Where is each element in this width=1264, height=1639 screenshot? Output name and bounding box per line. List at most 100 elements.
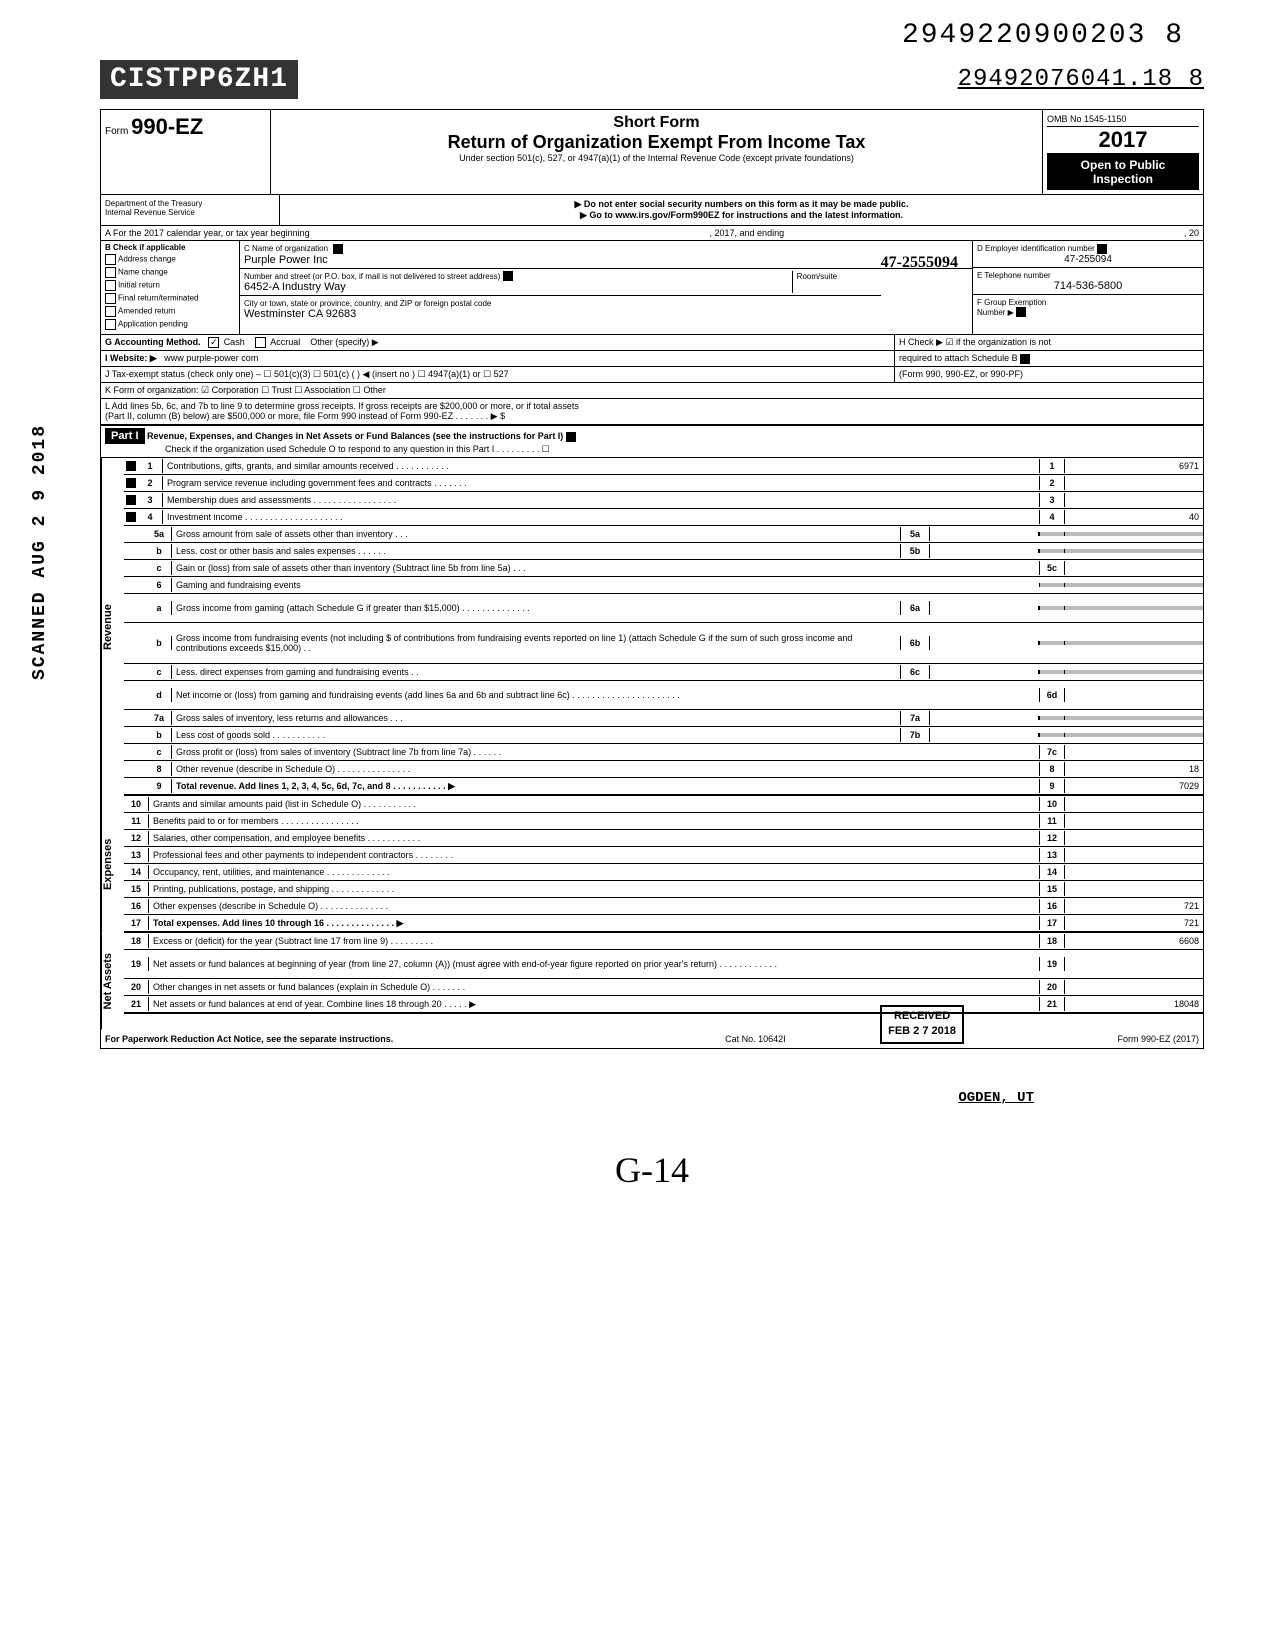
footer: For Paperwork Reduction Act Notice, see … (101, 1030, 1203, 1048)
hand-ein: 47-2555094 (881, 254, 958, 272)
g6c (1039, 670, 1065, 674)
row-a-right: , 20 (1184, 228, 1199, 238)
dept-cell: Department of the Treasury Internal Reve… (101, 195, 280, 225)
a5c (1065, 566, 1203, 570)
d5a: Gross amount from sale of assets other t… (172, 527, 900, 541)
n15: 15 (124, 882, 149, 896)
line-6c: c Less. direct expenses from gaming and … (124, 664, 1203, 681)
row-l: L Add lines 5b, 6c, and 7b to line 9 to … (101, 399, 1203, 426)
help-icon (126, 495, 136, 505)
group-row: F Group Exemption Number ▶ (973, 295, 1203, 320)
n10: 10 (124, 797, 149, 811)
irs-label: Internal Revenue Service (105, 208, 275, 217)
header-right-cell: OMB No 1545-1150 2017 Open to Public Ins… (1043, 110, 1203, 194)
d7c: Gross profit or (loss) from sales of inv… (172, 745, 1039, 759)
line-2: 2 Program service revenue including gove… (124, 475, 1203, 492)
a3 (1065, 498, 1203, 502)
r6d: 6d (1039, 688, 1065, 702)
a20 (1065, 985, 1203, 989)
chk-accrual[interactable] (255, 337, 266, 348)
n6c: c (147, 665, 172, 679)
chk-address[interactable] (105, 254, 116, 265)
help-icon (1097, 244, 1107, 254)
r2: 2 (1039, 476, 1065, 490)
n1: 1 (138, 459, 163, 473)
row-k: K Form of organization: ☑ Corporation ☐ … (101, 383, 1203, 399)
side-netassets: Net Assets (101, 933, 124, 1029)
scanned-stamp: SCANNED AUG 2 9 2018 (30, 424, 50, 680)
line-18: 18 Excess or (deficit) for the year (Sub… (124, 933, 1203, 950)
help-icon (566, 432, 576, 442)
netassets-section: Net Assets 18 Excess or (deficit) for th… (101, 933, 1203, 1029)
tax-year: 2017 (1047, 127, 1199, 154)
a21: 18048 (1065, 997, 1203, 1011)
block-bcdef: B Check if applicable Address change Nam… (101, 241, 1203, 335)
a14 (1065, 870, 1203, 874)
form-prefix: Form (105, 126, 128, 137)
help-icon (126, 461, 136, 471)
d6d: Net income or (loss) from gaming and fun… (172, 688, 1039, 702)
a9: 7029 (1065, 779, 1203, 793)
org-name-row: C Name of organization Purple Power Inc … (240, 241, 972, 269)
g5b (1039, 549, 1065, 553)
b-item-1: Name change (118, 268, 168, 277)
phone-row: E Telephone number 714-536-5800 (973, 268, 1203, 295)
r5c: 5c (1039, 561, 1065, 575)
help-icon (126, 512, 136, 522)
n12: 12 (124, 831, 149, 845)
b-item-5: Application pending (118, 320, 188, 329)
line-1: 1 Contributions, gifts, grants, and simi… (124, 458, 1203, 475)
s7b: 7b (900, 728, 930, 742)
ga6b (1065, 641, 1203, 645)
r18: 18 (1039, 934, 1065, 948)
a17: 721 (1065, 916, 1203, 930)
r19: 19 (1039, 957, 1065, 971)
chk-pending[interactable] (105, 319, 116, 330)
d10: Grants and similar amounts paid (list in… (149, 797, 1039, 811)
n19: 19 (124, 957, 149, 971)
d3: Membership dues and assessments . . . . … (163, 493, 1039, 507)
b-item-4: Amended return (118, 307, 175, 316)
ein-value: 47-255094 (977, 254, 1199, 265)
footer-left: For Paperwork Reduction Act Notice, see … (105, 1034, 393, 1044)
inspection-label: Inspection (1049, 172, 1197, 186)
d6: Gaming and fundraising events (172, 578, 1039, 592)
chk-initial[interactable] (105, 280, 116, 291)
chk-cash[interactable] (208, 337, 219, 348)
n7a: 7a (147, 711, 172, 725)
chk-name[interactable] (105, 267, 116, 278)
header-instructions: ▶ Do not enter social security numbers o… (280, 195, 1203, 225)
form-page: 2949220900203 8 CISTPP6ZH1 29492076041.1… (0, 0, 1264, 1639)
a13 (1065, 853, 1203, 857)
row-a-mid: , 2017, and ending (710, 228, 785, 238)
s5b: 5b (900, 544, 930, 558)
sv6a (930, 606, 1039, 610)
form-number-cell: Form 990-EZ (101, 110, 271, 194)
row-g: G Accounting Method. Cash Accrual Other … (101, 335, 1203, 351)
g14-handwriting: G-14 (100, 1149, 1204, 1191)
line-8: 8 Other revenue (describe in Schedule O)… (124, 761, 1203, 778)
received-stamp: RECEIVED FEB 2 7 2018 (880, 1005, 964, 1044)
stamp-block: CISTPP6ZH1 29492076041.18 8 (100, 60, 1204, 99)
line-21: 21 Net assets or fund balances at end of… (124, 996, 1203, 1014)
n7b: b (147, 728, 172, 742)
ga5b (1065, 549, 1203, 553)
chk-amended[interactable] (105, 306, 116, 317)
n18: 18 (124, 934, 149, 948)
n13: 13 (124, 848, 149, 862)
r15: 15 (1039, 882, 1065, 896)
a6d (1065, 693, 1203, 697)
org-city: Westminster CA 92683 (244, 308, 356, 320)
ein-label: D Employer identification number (977, 244, 1095, 253)
r16: 16 (1039, 899, 1065, 913)
chk-final[interactable] (105, 293, 116, 304)
d6b: Gross income from fundraising events (no… (172, 631, 900, 655)
b-item-3: Final return/terminated (118, 294, 198, 303)
g6b (1039, 641, 1065, 645)
city-row: City or town, state or province, country… (240, 296, 972, 322)
sv5a (930, 532, 1039, 536)
name-label: C Name of organization (244, 244, 328, 253)
line-9: 9 Total revenue. Add lines 1, 2, 3, 4, 5… (124, 778, 1203, 796)
n20: 20 (124, 980, 149, 994)
a15 (1065, 887, 1203, 891)
